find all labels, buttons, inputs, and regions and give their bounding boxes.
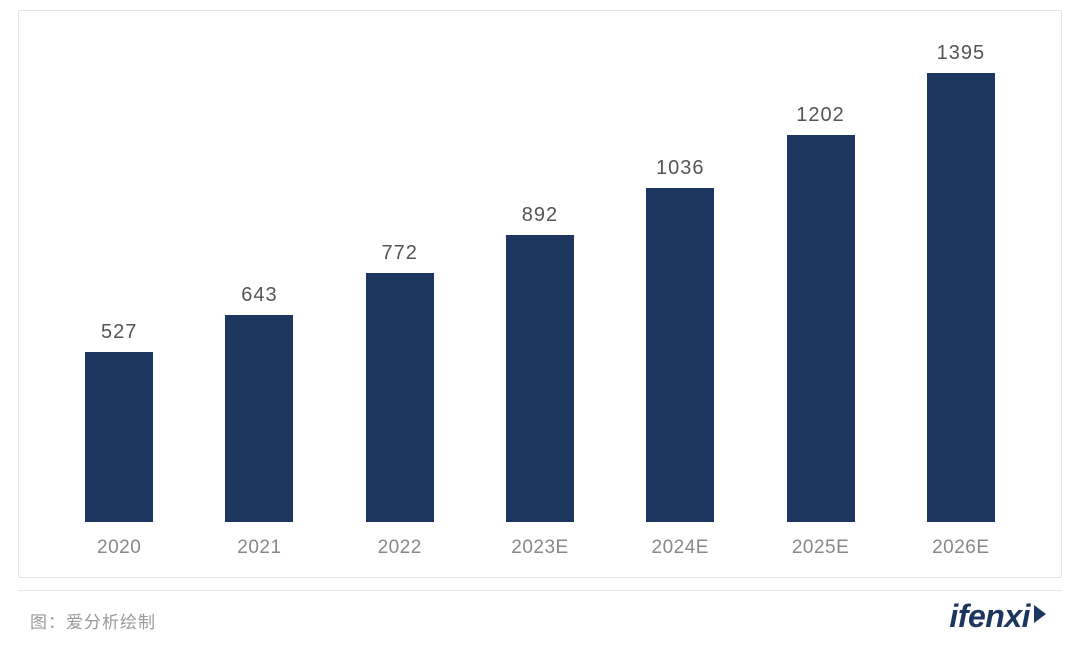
bar-value-label: 643 (241, 284, 277, 307)
bar-rect (225, 315, 293, 522)
x-tick-label: 2021 (189, 537, 329, 559)
bar-slot: 892 (470, 41, 610, 522)
bar-value-label: 1202 (796, 104, 845, 127)
x-tick-label: 2026E (891, 537, 1031, 559)
bar-slot: 1202 (750, 41, 890, 522)
bar-rect (366, 273, 434, 522)
bar-rect (646, 188, 714, 522)
bar-slot: 1395 (891, 41, 1031, 522)
source-label: 图：爱分析绘制 (30, 608, 156, 633)
bar-rect (787, 135, 855, 522)
bar-slot: 1036 (610, 41, 750, 522)
x-tick-label: 2020 (49, 537, 189, 559)
bar-slot: 643 (189, 41, 329, 522)
footer-divider (18, 590, 1062, 591)
x-tick-label: 2022 (330, 537, 470, 559)
bar-rect (85, 352, 153, 522)
x-tick-label: 2024E (610, 537, 750, 559)
bar-value-label: 772 (382, 242, 418, 265)
brand-logo: ifenxi (949, 598, 1052, 635)
chart-frame: 527643772892103612021395 202020212022202… (18, 10, 1062, 578)
plot-area: 527 643 772 892 1036 1202 1395 (49, 41, 1031, 522)
bar-value-label: 1036 (656, 157, 705, 180)
brand-text: ifenxi (949, 598, 1030, 635)
brand-arrow-icon (1032, 598, 1052, 635)
bar-slot: 527 (49, 41, 189, 522)
x-tick-label: 2023E (470, 537, 610, 559)
bar-slot: 772 (330, 41, 470, 522)
bar-value-label: 527 (101, 321, 137, 344)
bar-rect (506, 235, 574, 522)
x-axis: 2020202120222023E2024E2025E2026E (49, 537, 1031, 559)
bar-value-label: 1395 (937, 42, 986, 65)
bar-rect (927, 73, 995, 522)
bar-value-label: 892 (522, 204, 558, 227)
x-tick-label: 2025E (750, 537, 890, 559)
